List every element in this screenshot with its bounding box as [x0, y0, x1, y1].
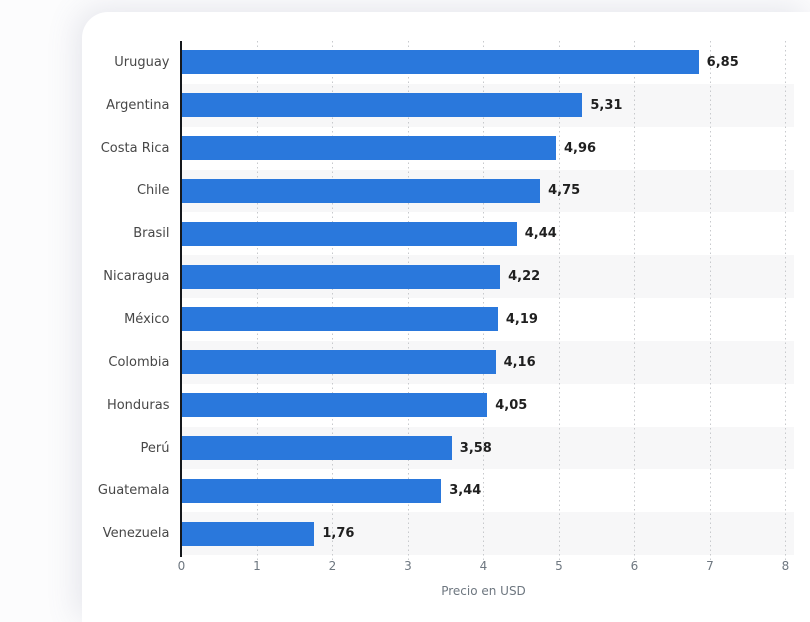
bar	[181, 393, 488, 418]
table-row: Uruguay 6,85	[82, 41, 810, 84]
bar	[181, 178, 541, 203]
bar	[181, 136, 556, 161]
bar	[181, 478, 442, 503]
category-label: Perú	[140, 440, 170, 456]
bar	[181, 307, 498, 332]
plot-area: Uruguay 6,85 Argentina 5,31 Costa Rica 4,96 Ch…	[82, 41, 810, 560]
value-label: 4,05	[495, 397, 528, 413]
x-tick-label: 2	[328, 559, 337, 573]
value-label: 4,16	[503, 354, 536, 370]
category-label: Colombia	[108, 354, 170, 370]
table-row: Brasil 4,44	[82, 212, 810, 255]
bar	[181, 264, 501, 289]
value-label: 3,58	[459, 440, 492, 456]
bar	[181, 221, 517, 246]
value-label: 6,85	[706, 54, 739, 70]
table-row: México 4,19	[82, 298, 810, 341]
x-tick-label: 3	[404, 559, 412, 573]
table-row: Colombia 4,16	[82, 341, 810, 384]
category-label: Argentina	[106, 97, 170, 113]
x-axis-ticks: 0 1 2 3 4 5 6 7 8	[82, 559, 810, 575]
table-row: Honduras 4,05	[82, 384, 810, 427]
value-label: 5,31	[590, 97, 623, 113]
bar	[181, 521, 315, 546]
bar	[181, 93, 583, 118]
bar	[181, 350, 496, 375]
x-tick-label: 0	[177, 559, 186, 573]
y-axis-line	[179, 41, 182, 557]
value-label: 4,44	[524, 226, 557, 242]
x-axis-title: Precio en USD	[441, 584, 526, 598]
gridline	[558, 41, 560, 560]
bar	[181, 50, 699, 75]
category-label: México	[124, 311, 170, 327]
x-tick-label: 5	[555, 559, 563, 573]
category-label: Nicaragua	[103, 269, 170, 285]
gridline	[407, 41, 409, 560]
gridline	[709, 41, 711, 560]
value-label: 4,96	[563, 140, 597, 156]
table-row: Perú 3,58	[82, 427, 810, 470]
x-tick-label: 8	[781, 559, 790, 573]
bar-rows: Uruguay 6,85 Argentina 5,31 Costa Rica 4,96 Ch…	[82, 41, 810, 555]
value-label: 4,19	[505, 311, 538, 327]
table-row: Costa Rica 4,96	[82, 127, 810, 170]
table-row: Venezuela 1,76	[82, 512, 810, 555]
category-label: Venezuela	[102, 526, 170, 542]
table-row: Guatemala 3,44	[82, 469, 810, 512]
gridline	[332, 41, 333, 560]
category-label: Chile	[136, 183, 170, 199]
table-row: Argentina 5,31	[82, 84, 810, 127]
chart-card: Uruguay 6,85 Argentina 5,31 Costa Rica 4,96 Ch…	[82, 12, 810, 622]
gridline	[483, 41, 484, 560]
x-tick-label: 1	[253, 559, 261, 573]
gridline	[256, 41, 258, 560]
category-label: Guatemala	[97, 483, 170, 499]
x-tick-label: 7	[706, 559, 714, 573]
value-label: 3,44	[449, 483, 482, 499]
x-tick-label: 4	[479, 559, 488, 573]
x-tick-label: 6	[630, 559, 639, 573]
table-row: Chile 4,75	[82, 170, 810, 213]
category-label: Uruguay	[114, 54, 170, 70]
value-label: 1,76	[322, 526, 355, 542]
category-label: Costa Rica	[100, 140, 170, 156]
category-label: Honduras	[106, 397, 170, 413]
category-label: Brasil	[133, 226, 170, 242]
value-label: 4,22	[508, 269, 541, 285]
value-label: 4,75	[548, 183, 581, 199]
bar-chart: Uruguay 6,85 Argentina 5,31 Costa Rica 4,96 Ch…	[82, 12, 810, 622]
gridline	[785, 41, 786, 560]
table-row: Nicaragua 4,22	[82, 255, 810, 298]
bar	[181, 436, 452, 461]
gridline	[634, 41, 635, 560]
